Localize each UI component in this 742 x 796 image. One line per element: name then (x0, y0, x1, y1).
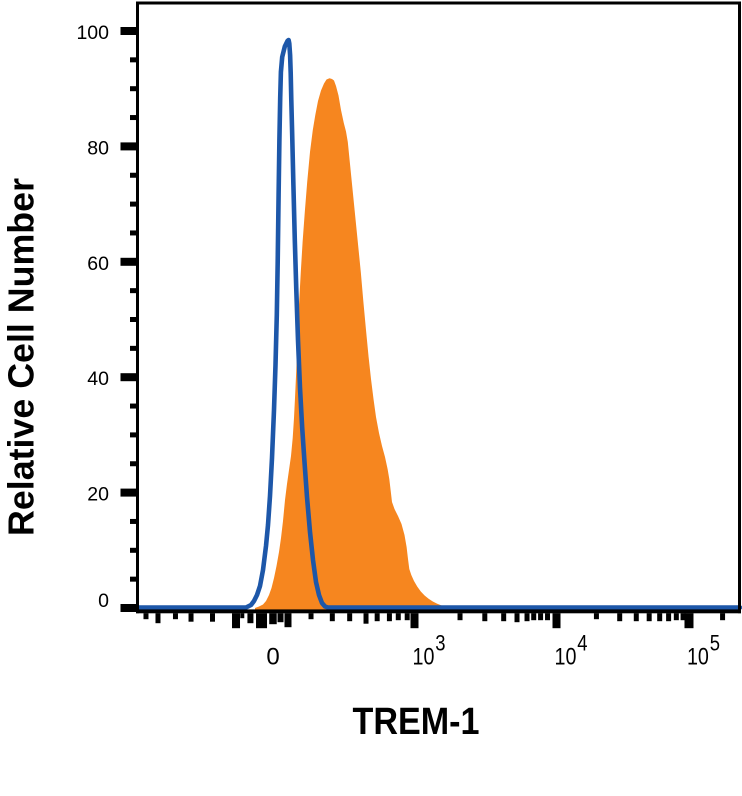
y-axis-title: Relative Cell Number (1, 178, 42, 536)
x-minor-tick (673, 613, 679, 621)
x-minor-tick (482, 613, 488, 622)
y-tick-label: 80 (87, 137, 109, 159)
x-axis-title: TREM-1 (353, 701, 480, 743)
x-minor-tick (329, 613, 335, 622)
x-minor-tick (232, 613, 241, 629)
y-minor-tick (130, 86, 137, 92)
y-tick-label: 100 (76, 22, 109, 44)
tick-labels-layer: 0 20 40 60 80 100 0 103 104 105 (76, 22, 720, 671)
y-minor-tick (130, 345, 137, 351)
x-minor-tick (155, 613, 161, 624)
x-minor-tick (646, 613, 652, 622)
y-major-tick (120, 257, 137, 266)
x-minor-tick (172, 613, 178, 620)
x-tick-label: 104 (555, 631, 588, 671)
y-minor-tick (130, 288, 137, 294)
axes-layer (120, 1, 741, 629)
x-major-tick (552, 613, 561, 629)
x-minor-tick (363, 613, 369, 624)
y-minor-tick (130, 317, 137, 322)
x-major-tick (256, 613, 268, 629)
series-layer (134, 37, 742, 610)
y-tick-label: 0 (98, 590, 109, 612)
y-minor-tick (130, 230, 137, 236)
x-minor-tick (720, 613, 726, 621)
y-major-tick (120, 488, 137, 497)
x-minor-tick (524, 613, 530, 622)
y-major-tick (120, 142, 137, 151)
x-minor-tick (395, 613, 401, 621)
x-tick-label: 105 (687, 631, 720, 671)
x-minor-tick (386, 613, 392, 622)
x-minor-tick (269, 613, 277, 625)
y-major-tick (120, 27, 137, 35)
x-minor-tick (593, 613, 599, 620)
x-minor-tick (531, 613, 537, 621)
x-minor-tick (188, 613, 194, 622)
x-minor-tick (347, 613, 353, 622)
x-tick-label: 0 (266, 644, 279, 671)
y-major-tick (120, 373, 137, 382)
y-tick-label: 60 (87, 253, 109, 275)
right-spine (738, 1, 741, 614)
y-minor-tick (130, 172, 137, 178)
y-minor-tick (130, 547, 137, 553)
x-minor-tick (240, 613, 245, 619)
x-minor-tick (374, 613, 380, 622)
x-minor-tick (617, 613, 623, 622)
y-minor-tick (130, 403, 137, 409)
x-minor-tick (143, 613, 149, 620)
y-minor-tick (130, 115, 137, 121)
series-blue-open-histogram (134, 37, 742, 610)
y-minor-tick (130, 461, 137, 467)
x-major-tick (410, 613, 419, 629)
x-minor-tick (247, 613, 254, 624)
x-minor-tick (284, 613, 292, 628)
x-minor-tick (538, 613, 544, 621)
top-spine (136, 1, 741, 5)
x-minor-tick (404, 613, 410, 621)
x-major-tick (684, 613, 694, 629)
y-minor-tick (130, 518, 137, 524)
x-minor-tick (457, 613, 463, 621)
x-minor-tick (545, 613, 551, 621)
x-minor-tick (633, 613, 639, 622)
x-minor-tick (657, 613, 663, 622)
y-tick-label: 40 (87, 368, 109, 390)
x-minor-tick (501, 613, 507, 622)
y-minor-tick (130, 201, 137, 207)
x-minor-tick (277, 613, 284, 623)
y-major-tick (120, 604, 137, 612)
x-minor-tick (680, 613, 686, 621)
x-minor-tick (308, 613, 314, 620)
series-orange-filled-histogram (255, 78, 448, 610)
bottom-spine (136, 609, 741, 614)
y-tick-label: 20 (87, 484, 109, 506)
x-minor-tick (666, 613, 672, 622)
y-minor-tick (130, 57, 137, 63)
x-minor-tick (514, 613, 520, 623)
y-minor-tick (130, 576, 137, 582)
x-tick-label: 103 (413, 631, 446, 671)
left-spine (136, 1, 139, 614)
y-minor-tick (130, 432, 137, 438)
x-minor-tick (209, 613, 215, 622)
